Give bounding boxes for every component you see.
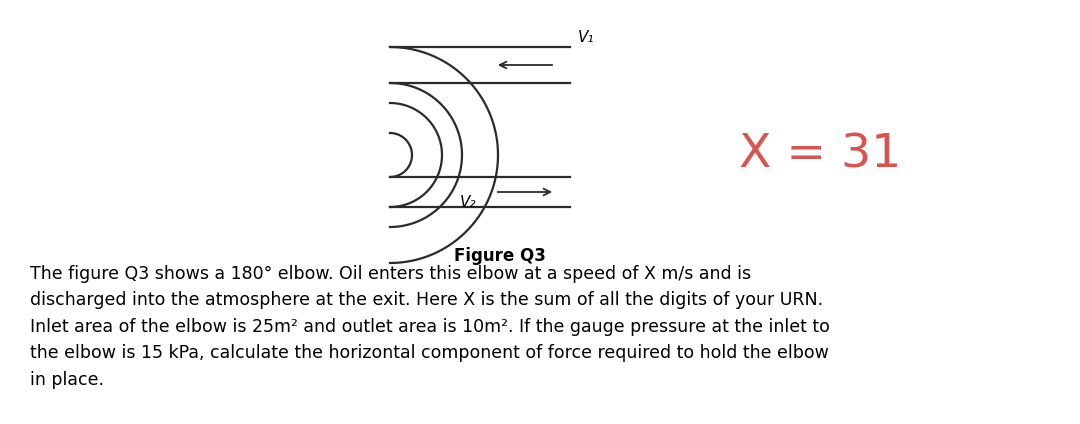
Text: Figure Q3: Figure Q3 bbox=[454, 247, 545, 265]
Text: V₂: V₂ bbox=[460, 195, 476, 210]
Text: The figure Q3 shows a 180° elbow. Oil enters this elbow at a speed of X m/s and : The figure Q3 shows a 180° elbow. Oil en… bbox=[30, 265, 829, 389]
Text: X = 31: X = 31 bbox=[739, 132, 901, 178]
Text: V₁: V₁ bbox=[578, 30, 594, 45]
